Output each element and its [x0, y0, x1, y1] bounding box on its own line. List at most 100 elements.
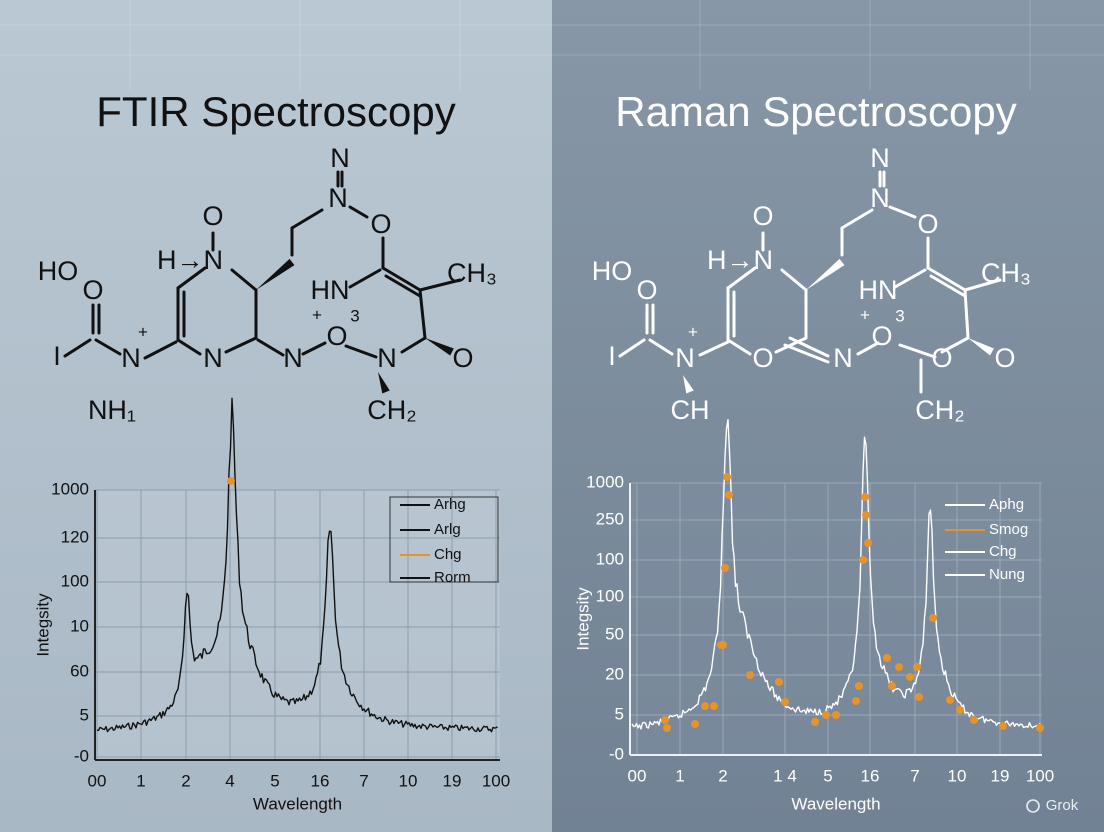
atom-label: N	[675, 343, 695, 373]
bond	[840, 208, 874, 230]
atom-label: CH	[671, 395, 710, 425]
x-axis-label: Wavelength	[253, 794, 342, 813]
highlight-dot	[701, 702, 709, 710]
bond	[301, 341, 327, 356]
highlight-dot	[227, 477, 235, 485]
highlight-dot	[746, 671, 754, 679]
atom-label: CH₃	[447, 258, 497, 288]
atom-label: CH₂	[367, 395, 416, 425]
highlight-dot	[723, 473, 731, 481]
y-tick-label: -0	[609, 744, 624, 763]
atom-label: N	[870, 183, 890, 213]
wedge-bond	[256, 258, 295, 290]
highlight-dot	[691, 720, 699, 728]
legend-box	[389, 496, 499, 583]
wedge-bond	[806, 258, 845, 290]
highlight-dot	[888, 682, 896, 690]
bond	[783, 343, 830, 364]
legend-label: Chg	[434, 546, 462, 563]
highlight-dot	[710, 702, 718, 710]
highlight-dot	[883, 654, 891, 662]
x-tick-label: 19	[443, 771, 462, 790]
highlight-dot	[775, 678, 783, 686]
molecule	[63, 170, 462, 394]
atom-label: O	[202, 201, 223, 231]
bond	[888, 205, 917, 219]
legend-label: Arhg	[434, 496, 466, 513]
highlight-dot	[862, 511, 870, 519]
legend-label: Smog	[989, 521, 1028, 538]
highlight-dot	[864, 539, 872, 547]
bond	[788, 336, 830, 358]
atom-label: O	[871, 321, 892, 351]
atom-label: O	[931, 343, 952, 373]
bond	[344, 344, 378, 359]
spectrum-trace	[631, 418, 1041, 730]
x-tick-label: 00	[88, 771, 107, 790]
x-tick-label: 16	[861, 766, 880, 785]
panel-title: Raman Spectroscopy	[615, 88, 1017, 135]
highlight-dot	[855, 682, 863, 690]
highlight-dot	[915, 693, 923, 701]
atom-label: HO	[592, 256, 633, 286]
atom-label: +	[312, 305, 322, 324]
bond	[926, 266, 967, 292]
x-tick-label: 1 4	[773, 766, 797, 785]
atom-label: I	[53, 341, 61, 371]
atom-label: N	[330, 143, 350, 173]
x-tick-label: 2	[718, 766, 727, 785]
highlight-dot	[822, 711, 830, 719]
bond	[726, 266, 757, 290]
x-tick-label: 1	[136, 771, 145, 790]
atom-label: O	[326, 321, 347, 351]
bond	[963, 288, 970, 340]
highlight-dot	[861, 493, 869, 501]
x-tick-label: 19	[991, 766, 1010, 785]
bond	[618, 338, 646, 358]
highlight-dot	[661, 716, 669, 724]
molecule	[618, 170, 1002, 394]
highlight-dot	[929, 614, 937, 622]
bond	[400, 336, 427, 354]
highlight-dot	[719, 641, 727, 649]
background-grid	[0, 0, 1104, 90]
y-tick-label: 250	[596, 509, 624, 528]
wedge-bond	[968, 338, 995, 356]
wedge-bond	[425, 338, 454, 356]
bond	[929, 274, 967, 298]
atom-label: N	[870, 143, 890, 173]
atom-label: O	[452, 343, 473, 373]
atom-label: HO	[38, 256, 79, 286]
legend-label: Nung	[989, 566, 1025, 583]
atom-label: N	[328, 183, 348, 213]
atom-label: O	[370, 209, 391, 239]
y-tick-label: 1000	[51, 479, 89, 498]
x-tick-label: 100	[1026, 766, 1054, 785]
highlight-dot	[956, 706, 964, 714]
bond	[176, 338, 202, 356]
bond	[940, 336, 970, 354]
bond	[348, 205, 369, 219]
atom-label: NH₁	[88, 395, 136, 425]
highlight-dot	[895, 663, 903, 671]
bond	[726, 338, 752, 356]
highlight-dot	[946, 696, 954, 704]
highlight-dot	[721, 564, 729, 572]
atom-label: O	[994, 343, 1015, 373]
bond	[256, 338, 285, 357]
y-tick-label: 60	[70, 661, 89, 680]
atom-label: H→N	[157, 245, 223, 275]
atom-label: CH₂	[915, 395, 964, 425]
atom-label: +	[138, 322, 148, 341]
y-axis-label: Integsity	[33, 593, 52, 657]
wedge-bond	[683, 375, 694, 394]
atom-label: O	[917, 209, 938, 239]
bond	[698, 340, 730, 357]
atom-label: +	[688, 322, 698, 341]
bond	[384, 274, 422, 298]
atom-label: O	[636, 275, 657, 305]
x-tick-label: 1	[675, 766, 684, 785]
bond	[290, 208, 324, 230]
legend-label: Rorm	[434, 569, 471, 586]
